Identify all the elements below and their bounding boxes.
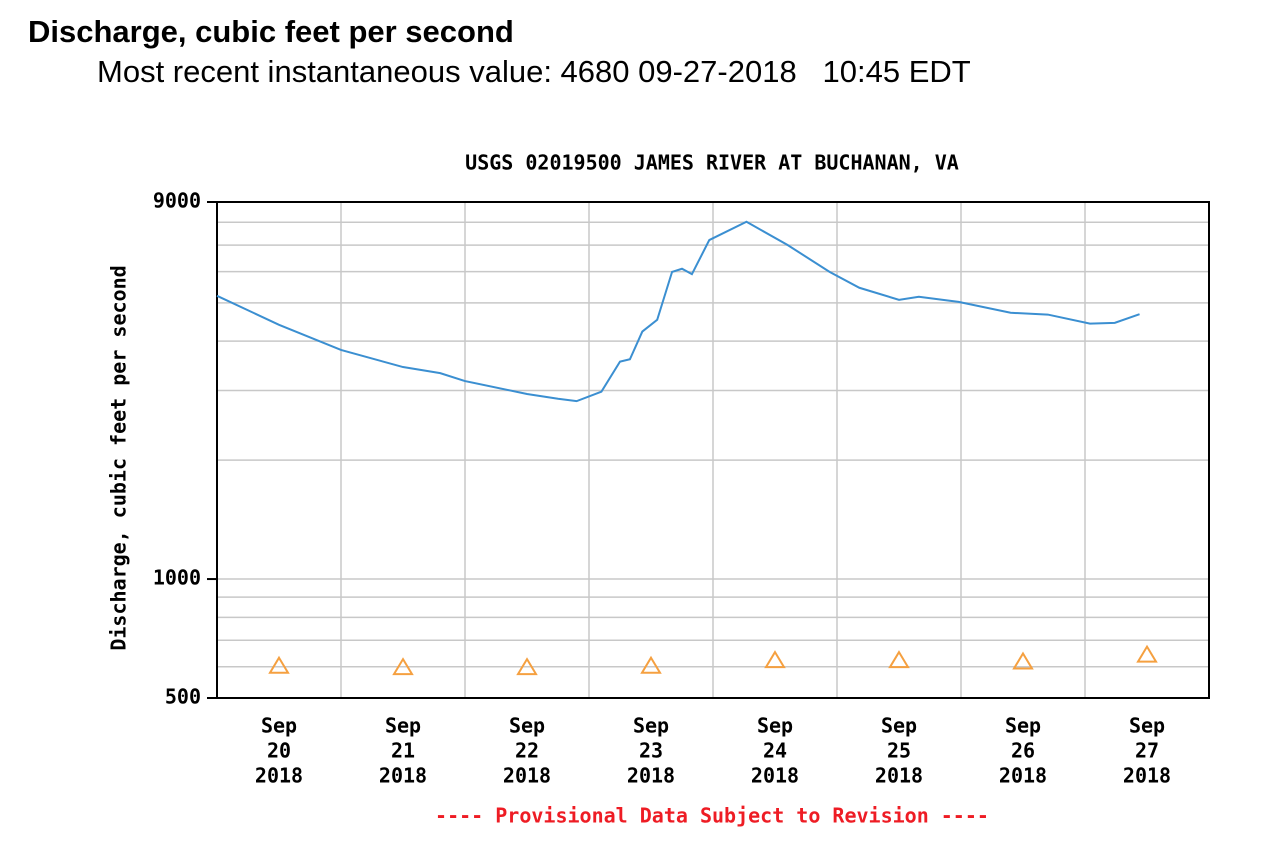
x-tick-label: 21 [391, 739, 415, 763]
triangle-marker [516, 657, 538, 676]
x-tick-label: Sep [633, 714, 669, 738]
x-tick-label: 24 [763, 739, 787, 763]
triangle-marker [1136, 644, 1158, 663]
x-tick-label: 2018 [379, 764, 427, 788]
x-tick-label: 27 [1135, 739, 1159, 763]
x-tick-label: 26 [1011, 739, 1035, 763]
x-tick-label: Sep [1005, 714, 1041, 738]
triangle-marker [640, 655, 662, 674]
page-title: Discharge, cubic feet per second [28, 14, 514, 49]
triangle-marker [764, 650, 786, 669]
x-tick-label: Sep [385, 714, 421, 738]
discharge-line [216, 220, 1140, 403]
x-tick-label: 2018 [999, 764, 1047, 788]
chart-title: USGS 02019500 JAMES RIVER AT BUCHANAN, V… [465, 151, 959, 175]
x-tick-label: 23 [639, 739, 663, 763]
triangle-marker [1012, 651, 1034, 670]
provisional-note: ---- Provisional Data Subject to Revisio… [435, 804, 989, 828]
x-tick-label: Sep [509, 714, 545, 738]
x-tick-label: 2018 [503, 764, 551, 788]
plot-frame [216, 201, 1210, 699]
x-tick-label: 2018 [751, 764, 799, 788]
x-tick-label: 25 [887, 739, 911, 763]
x-tick-label: 2018 [627, 764, 675, 788]
y-axis-label: Discharge, cubic feet per second [107, 265, 131, 650]
x-tick-label: 2018 [1123, 764, 1171, 788]
triangle-marker [268, 655, 290, 674]
x-tick-label: 2018 [875, 764, 923, 788]
y-tick-label: 1000 [153, 566, 201, 590]
x-tick-label: Sep [881, 714, 917, 738]
x-tick-label: 22 [515, 739, 539, 763]
page-subtitle: Most recent instantaneous value: 4680 09… [97, 54, 971, 89]
y-tick-label: 500 [165, 685, 201, 709]
x-tick-label: 2018 [255, 764, 303, 788]
triangle-marker [392, 657, 414, 676]
y-tick-label: 9000 [153, 189, 201, 213]
x-tick-label: Sep [1129, 714, 1165, 738]
x-tick-label: Sep [261, 714, 297, 738]
x-tick-label: 20 [267, 739, 291, 763]
triangle-marker [888, 650, 910, 669]
x-tick-label: Sep [757, 714, 793, 738]
